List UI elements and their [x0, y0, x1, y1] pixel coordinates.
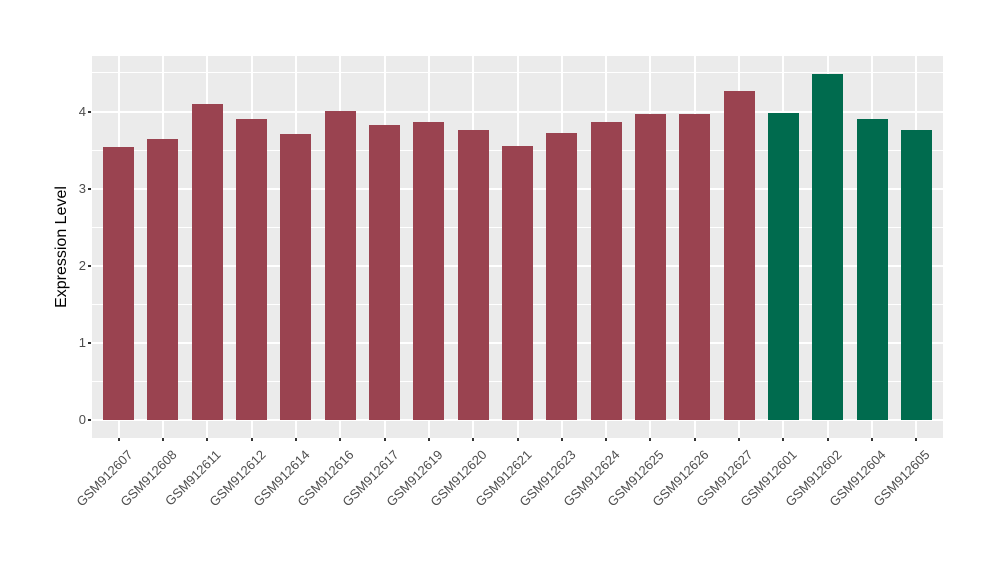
y-tick-label: 0: [78, 412, 86, 428]
bar-GSM912601: [767, 113, 799, 421]
gridline-minor: [92, 72, 943, 74]
bar-GSM912621: [502, 146, 533, 421]
y-tick-label: 1: [78, 335, 86, 351]
y-tick-mark: [88, 342, 91, 345]
x-tick-mark: [383, 438, 386, 441]
bar-GSM912616: [324, 110, 356, 421]
x-tick-mark: [871, 438, 874, 441]
x-tick-mark: [294, 438, 297, 441]
y-tick-label: 4: [78, 103, 86, 119]
bar-GSM912617: [369, 125, 401, 421]
y-tick-label: 2: [78, 257, 86, 273]
x-tick-mark: [117, 438, 120, 441]
bar-GSM912619: [413, 121, 445, 421]
plot-panel: [92, 56, 943, 438]
bar-GSM912625: [634, 113, 666, 421]
x-tick-mark: [560, 438, 563, 441]
x-tick-mark: [161, 438, 164, 441]
gridline-major: [92, 110, 943, 113]
y-axis-title: Expression Level: [53, 186, 70, 308]
bar-GSM912614: [280, 133, 312, 421]
x-tick-mark: [427, 438, 430, 441]
bar-GSM912623: [546, 133, 578, 421]
bar-GSM912612: [236, 119, 268, 421]
x-tick-mark: [339, 438, 342, 441]
y-tick-mark: [88, 264, 91, 267]
x-tick-mark: [915, 438, 918, 441]
x-tick-mark: [826, 438, 829, 441]
bar-GSM912605: [900, 130, 932, 421]
bar-GSM912611: [191, 103, 223, 421]
bar-GSM912607: [103, 147, 135, 421]
bar-GSM912604: [856, 119, 888, 421]
gridline-major: [92, 419, 943, 422]
bar-GSM912626: [679, 113, 711, 421]
x-tick-mark: [738, 438, 741, 441]
x-tick-mark: [250, 438, 253, 441]
x-tick-mark: [693, 438, 696, 441]
x-tick-mark: [782, 438, 785, 441]
bar-GSM912624: [590, 121, 622, 421]
bar-GSM912608: [147, 139, 179, 421]
bar-GSM912602: [812, 73, 844, 421]
y-tick-mark: [88, 110, 91, 113]
x-tick-mark: [649, 438, 652, 441]
bar-GSM912620: [457, 130, 489, 421]
x-tick-mark: [516, 438, 519, 441]
x-tick-mark: [605, 438, 608, 441]
y-tick-label: 3: [78, 180, 86, 196]
y-tick-mark: [88, 187, 91, 190]
x-tick-mark: [472, 438, 475, 441]
y-tick-mark: [88, 419, 91, 422]
bar-GSM912627: [723, 91, 755, 421]
x-tick-mark: [206, 438, 209, 441]
